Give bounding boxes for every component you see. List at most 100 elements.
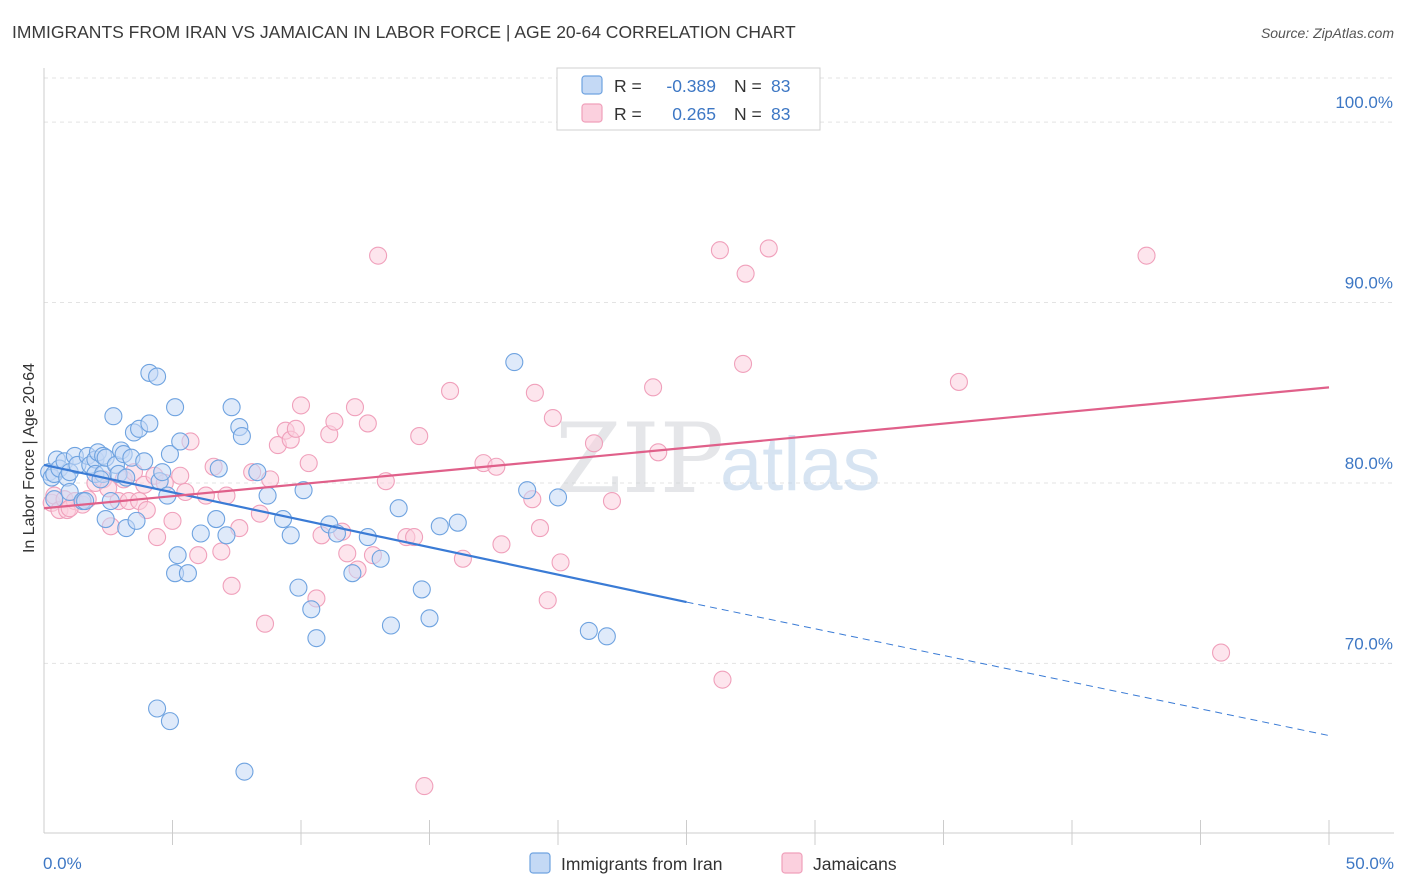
jamaicans-point-74	[733, 354, 753, 373]
iran-point-80	[45, 490, 64, 509]
iran-point-33	[135, 452, 154, 471]
iran-point-48	[209, 459, 228, 478]
y-tick-label-90: 90.0%	[1345, 274, 1393, 293]
x-axis-ticks	[172, 820, 1330, 845]
jamaicans-point-40	[291, 396, 311, 415]
jamaicans-point-63	[525, 383, 544, 402]
iran-point-65	[371, 549, 390, 568]
jamaicans-point-30	[222, 576, 241, 595]
jamaicans-point-41	[299, 454, 318, 473]
iran-point-68	[412, 580, 431, 599]
iran-point-50	[222, 398, 241, 417]
iran-point-72	[505, 353, 524, 372]
iran-point-42	[166, 398, 185, 417]
jamaicans-point-45	[325, 412, 344, 431]
iran-point-22	[104, 407, 123, 426]
jamaicans-point-28	[212, 542, 231, 561]
iran-point-64	[358, 528, 377, 547]
jamaicans-point-56	[410, 427, 429, 446]
x-tick-label-0: 0.0%	[43, 854, 82, 873]
iran-point-53	[248, 463, 267, 482]
jamaicans-point-72	[710, 241, 729, 260]
jamaicans-point-78	[1137, 246, 1156, 265]
iran-point-35	[140, 414, 159, 433]
jamaicans-point-33	[250, 504, 269, 523]
jamaicans-point-61	[492, 535, 511, 554]
jamaicans-point-25	[189, 546, 208, 565]
iran-point-73	[518, 481, 537, 500]
jamaicans-point-23	[176, 482, 195, 502]
iran-point-45	[178, 564, 197, 583]
iran-point-66	[381, 616, 401, 635]
chart-title: IMMIGRANTS FROM IRAN VS JAMAICAN IN LABO…	[12, 22, 796, 42]
jamaicans-point-75	[736, 264, 755, 283]
jamaicans-point-34	[255, 614, 275, 633]
iran-point-59	[302, 600, 321, 619]
iran-point-76	[597, 627, 616, 646]
iran-point-47	[207, 510, 226, 529]
legend-r-label-jamaicans: R =	[614, 104, 642, 124]
stats-legend: R = -0.389 N = 83 R = 0.265 N = 83	[556, 67, 821, 131]
iran-point-69	[420, 609, 439, 628]
legend-n-label-jamaicans: N =	[734, 104, 762, 124]
chart-source: Source: ZipAtlas.com	[1261, 25, 1394, 41]
iran-point-20	[96, 510, 115, 529]
series-legend: Immigrants from Iran Jamaicans	[529, 852, 897, 874]
jamaicans-trend-line	[43, 386, 1330, 510]
iran-point-54	[258, 486, 277, 505]
jamaicans-point-79	[1212, 643, 1231, 662]
x-tick-label-1: 50.0%	[1346, 854, 1394, 873]
jamaicans-point-19	[148, 528, 167, 547]
legend-n-value-jamaicans: 83	[771, 104, 790, 124]
legend-n-label-iran: N =	[734, 76, 762, 96]
iran-point-78	[160, 712, 179, 731]
jamaicans-point-64	[530, 519, 550, 538]
legend-n-value-iran: 83	[771, 76, 790, 96]
iran-point-36	[148, 367, 167, 386]
jamaicans-point-80	[415, 777, 434, 796]
jamaicans-point-47	[338, 544, 357, 563]
bottom-legend-swatch-jamaicans	[781, 852, 803, 874]
iran-point-60	[307, 629, 326, 648]
legend-r-value-jamaicans: 0.265	[672, 104, 716, 124]
iran-point-77	[148, 699, 167, 718]
jamaicans-point-50	[358, 414, 377, 433]
bottom-legend-swatch-iran	[529, 852, 551, 874]
legend-swatch-jamaicans	[581, 103, 603, 123]
jamaicans-point-67	[551, 553, 570, 572]
iran-point-56	[281, 526, 300, 545]
jamaicans-point-66	[543, 408, 562, 428]
iran-point-57	[289, 578, 308, 597]
legend-swatch-iran	[581, 75, 603, 95]
iran-point-43	[168, 546, 187, 565]
jamaicans-point-70	[644, 378, 663, 397]
jamaicans-point-55	[405, 528, 424, 547]
bottom-legend-label-iran: Immigrants from Iran	[561, 854, 722, 874]
jamaicans-point-57	[441, 381, 460, 401]
iran-trend-line	[43, 463, 687, 604]
iran-point-63	[343, 564, 362, 583]
jamaicans-point-71	[649, 443, 668, 462]
iran-point-31	[127, 511, 146, 530]
iran-point-55	[273, 510, 293, 529]
jamaicans-point-39	[286, 419, 305, 438]
jamaicans-point-48	[345, 398, 365, 417]
gridlines	[44, 77, 1394, 664]
y-tick-label-80: 80.0%	[1345, 454, 1393, 473]
iran-point-44	[171, 432, 190, 451]
y-tick-label-70: 70.0%	[1345, 634, 1393, 653]
jamaicans-point-22	[171, 466, 190, 485]
iran-point-71	[448, 513, 467, 532]
y-tick-label-100: 100.0%	[1335, 93, 1393, 112]
iran-point-75	[579, 621, 598, 640]
iran-point-67	[389, 499, 408, 518]
watermark-atlas: atlas	[720, 422, 881, 507]
iran-point-58	[294, 481, 313, 500]
bottom-legend-label-jamaicans: Jamaicans	[813, 854, 897, 874]
jamaicans-point-73	[713, 670, 732, 689]
y-axis-label: In Labor Force | Age 20-64	[21, 363, 38, 553]
iran-point-70	[430, 517, 449, 536]
jamaicans-point-68	[584, 434, 604, 453]
iran-point-38	[153, 463, 172, 482]
